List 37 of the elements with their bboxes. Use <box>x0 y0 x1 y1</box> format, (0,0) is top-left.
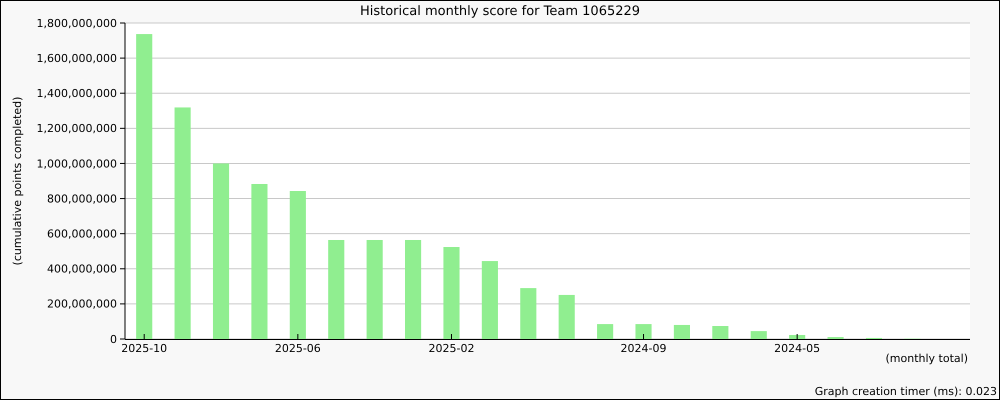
bar <box>443 247 460 339</box>
y-tick-label: 200,000,000 <box>47 298 117 311</box>
text: Graph creation timer (ms): 0.023 <box>814 385 997 398</box>
x-tick-label: 2025-02 <box>428 342 474 355</box>
y-tick-label: 600,000,000 <box>47 228 117 241</box>
bar <box>251 184 268 339</box>
y-tick-label: 1,000,000,000 <box>36 157 117 170</box>
bar <box>366 240 383 339</box>
bar <box>174 107 191 339</box>
x-axis-title: (monthly total) <box>886 352 968 365</box>
bar <box>597 324 614 339</box>
y-tick-label: 1,600,000,000 <box>36 52 117 65</box>
chart-title: Historical monthly score for Team 1065229 <box>360 4 640 19</box>
x-tick-label: 2024-05 <box>774 342 820 355</box>
bar <box>328 240 344 339</box>
bar <box>405 240 422 339</box>
y-tick-label: 1,800,000,000 <box>36 16 117 30</box>
bar <box>789 334 806 339</box>
y-tick-label: 0 <box>110 332 117 346</box>
bar <box>136 34 152 339</box>
x-tick-label: 2025-06 <box>274 342 321 355</box>
bar <box>520 288 536 339</box>
bar <box>212 163 230 339</box>
x-tick-label: 2024-09 <box>620 342 667 355</box>
bar <box>712 326 728 339</box>
bar <box>635 324 652 339</box>
y-tick-label: 1,400,000,000 <box>36 87 117 100</box>
bar <box>290 191 306 339</box>
y-tick-label: 1,200,000,000 <box>36 122 117 136</box>
bar <box>482 261 498 339</box>
bar <box>558 294 575 339</box>
x-tick-label: 2025-10 <box>121 342 168 355</box>
y-axis-title: (cumulative points completed) <box>11 96 24 266</box>
y-tick-label: 400,000,000 <box>47 262 117 276</box>
bar <box>750 331 767 339</box>
bar <box>674 324 690 339</box>
y-tick-label: 800,000,000 <box>47 192 117 206</box>
